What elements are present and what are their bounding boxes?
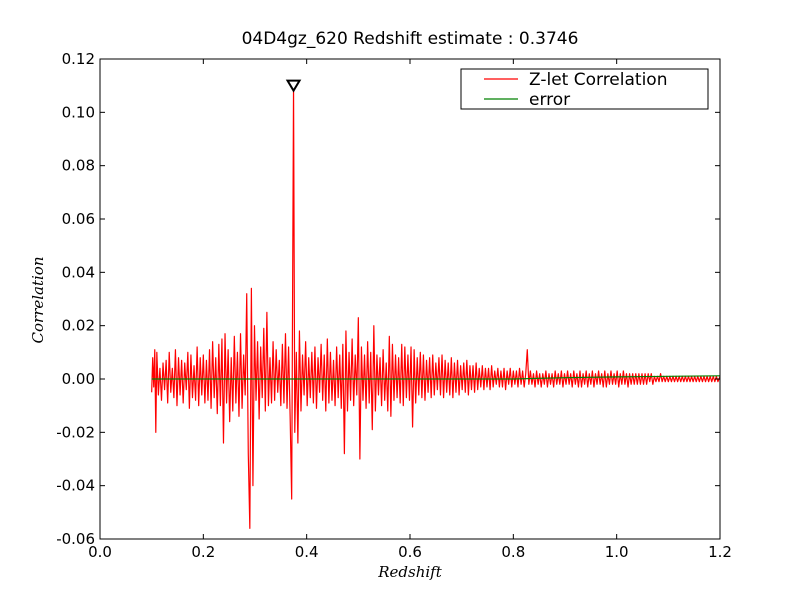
y-tick-label: 0.00	[62, 370, 95, 388]
plot-background	[100, 59, 720, 539]
x-tick-label: 0.6	[398, 543, 422, 561]
y-tick-label: 0.10	[62, 103, 95, 121]
axis-ticks: 0.0 0.2 0.4 0.6 0.8 1.0 1.2 -0.06 -0.04 -0.02 0.00…	[56, 50, 732, 561]
legend-label-error: error	[529, 90, 570, 110]
y-tick-label: -0.02	[56, 423, 95, 441]
x-tick-label: 0.8	[501, 543, 525, 561]
y-axis-label: Correlation	[29, 257, 47, 344]
series-line-error	[151, 375, 721, 380]
x-tick-label: 1.0	[605, 543, 629, 561]
y-tick-label: 0.04	[62, 263, 95, 281]
y-tick-label: -0.06	[56, 530, 95, 548]
x-tick-label: 0.0	[88, 543, 112, 561]
legend-label-z-let-correlation: Z-let Correlation	[529, 70, 667, 90]
y-tick-label: 0.08	[62, 157, 95, 175]
x-tick-label: 0.2	[191, 543, 215, 561]
y-tick-label: 0.12	[62, 50, 95, 68]
plot-area	[99, 58, 721, 540]
legend-box	[460, 68, 709, 110]
legend: Z-let Correlation error	[460, 68, 709, 110]
x-tick-label: 1.2	[708, 543, 732, 561]
y-tick-label: 0.06	[62, 210, 95, 228]
y-tick-label: -0.04	[56, 477, 95, 495]
chart-title: 04D4gz_620 Redshift estimate : 0.3746	[242, 29, 579, 49]
x-tick-label: 0.4	[295, 543, 319, 561]
peak-marker	[285, 79, 302, 93]
y-tick-label: 0.02	[62, 317, 95, 335]
x-axis-label: Redshift	[377, 563, 442, 581]
series-line-z-let-correlation	[151, 85, 721, 529]
